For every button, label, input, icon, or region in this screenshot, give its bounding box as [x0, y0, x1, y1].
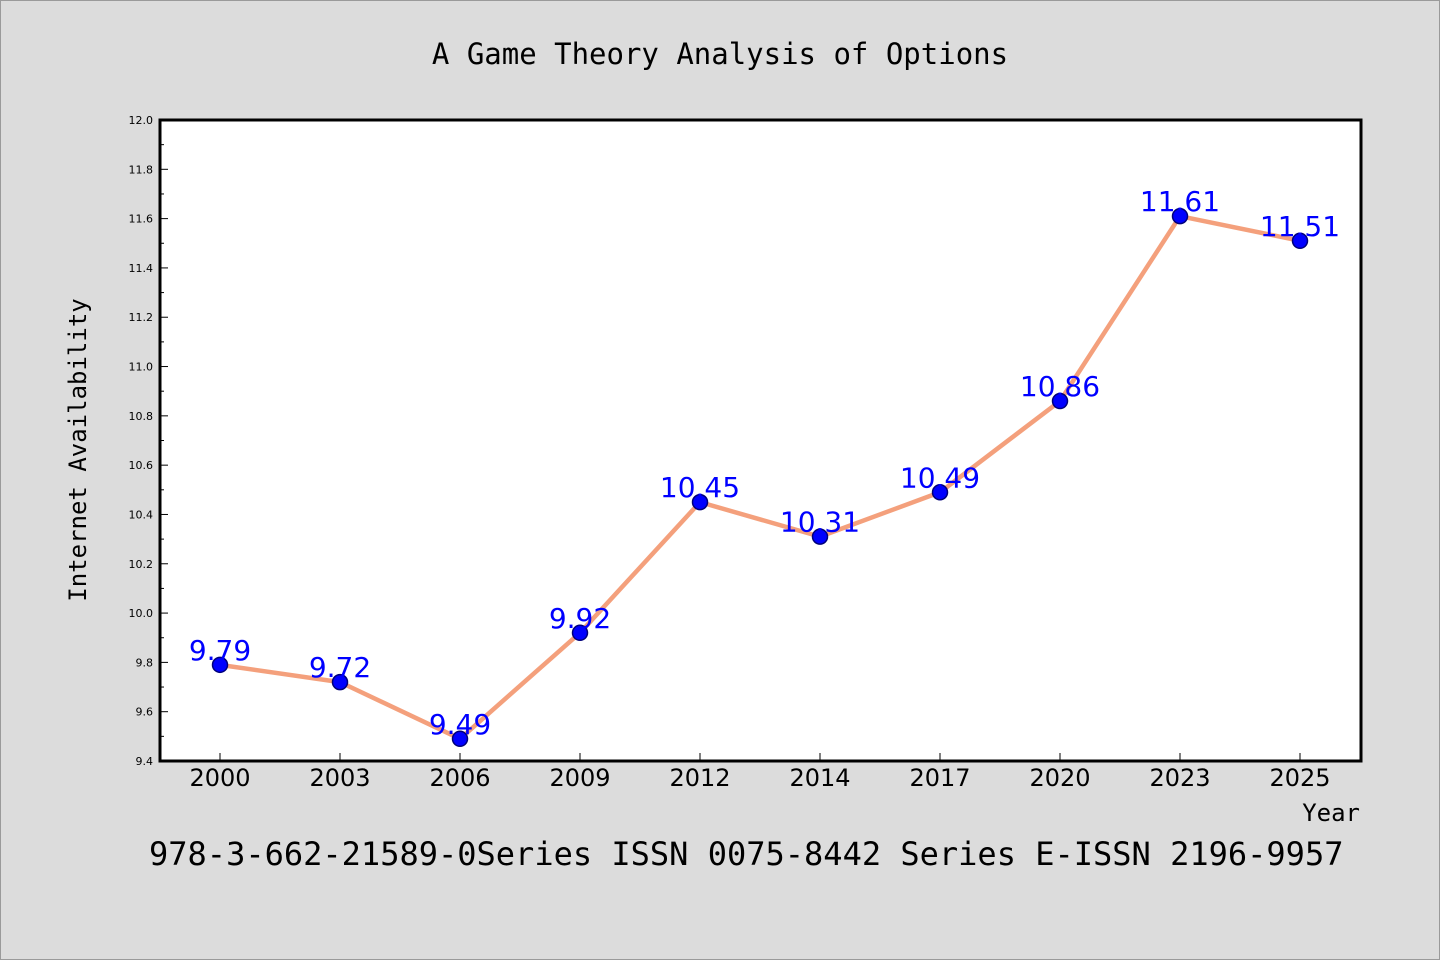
data-labels-group: 9.79 9.72 9.49 9.92 10.45 10.31 10.49 10.86 11.6… — [189, 185, 1340, 741]
data-label: 9.92 — [549, 602, 611, 635]
data-label: 11.51 — [1260, 210, 1340, 243]
data-label: 9.79 — [189, 634, 251, 667]
data-point-marker — [1171, 207, 1189, 225]
x-tick-label: 2025 — [1269, 764, 1330, 792]
data-label: 10.86 — [1020, 370, 1100, 403]
y-tick-label: 10.2 — [129, 558, 154, 571]
data-point-marker — [451, 730, 469, 748]
x-tick-label: 2003 — [309, 764, 370, 792]
data-label: 10.45 — [660, 471, 740, 504]
data-point-marker — [931, 484, 949, 501]
y-tick-label: 9.4 — [136, 755, 154, 768]
plot-area — [158, 118, 1363, 763]
y-tick-label: 11.6 — [129, 213, 154, 226]
data-label: 10.31 — [780, 506, 860, 539]
x-tick-label: 2023 — [1149, 764, 1210, 792]
y-tick-label: 10.4 — [129, 508, 154, 521]
x-tick-label: 2012 — [669, 764, 730, 792]
y-axis-label: Internet Availability — [64, 298, 92, 601]
data-point-marker — [331, 673, 349, 691]
x-axis: 2000 2003 2006 2009 2012 2014 2017 2020 2023 2025 — [189, 753, 1331, 792]
y-tick-label: 10.8 — [129, 410, 154, 423]
data-label: 9.49 — [429, 708, 491, 741]
data-point-marker — [1051, 392, 1069, 410]
data-point-marker — [1291, 232, 1309, 250]
data-label: 11.61 — [1140, 185, 1220, 218]
x-tick-label: 2006 — [429, 764, 490, 792]
y-tick-label: 12.0 — [129, 114, 154, 127]
chart-title: A Game Theory Analysis of Options — [432, 37, 1008, 71]
data-point-marker — [811, 528, 829, 545]
series-line — [217, 213, 1303, 742]
series-line-group — [217, 213, 1303, 742]
x-tick-label: 2017 — [909, 764, 970, 792]
x-axis-label: Year — [1302, 799, 1360, 827]
x-tick-label: 2020 — [1029, 764, 1090, 792]
y-tick-label: 11.4 — [129, 262, 154, 275]
y-tick-label: 11.2 — [129, 311, 154, 324]
y-tick-label: 10.6 — [129, 459, 154, 472]
data-label: 9.72 — [309, 651, 371, 684]
data-point-marker — [691, 493, 709, 511]
footer-isbn-issn: 978-3-662-21589-0Series ISSN 0075-8442 S… — [149, 835, 1343, 873]
x-tick-label: 2000 — [189, 764, 250, 792]
y-axis: 9.4 9.6 9.8 10.0 10.2 10.4 10.6 10.8 11.0 11.2 11.… — [129, 114, 168, 768]
data-label: 10.49 — [900, 461, 980, 494]
x-tick-label: 2009 — [549, 764, 610, 792]
y-tick-label: 9.6 — [136, 706, 154, 719]
y-tick-label: 11.0 — [129, 361, 154, 374]
y-tick-label: 10.0 — [129, 607, 154, 620]
x-tick-label: 2014 — [789, 764, 850, 792]
data-point-marker — [211, 656, 229, 674]
markers-group — [211, 207, 1309, 748]
y-tick-label: 9.8 — [136, 656, 154, 669]
y-tick-label: 11.8 — [129, 163, 154, 176]
data-point-marker — [571, 624, 589, 642]
